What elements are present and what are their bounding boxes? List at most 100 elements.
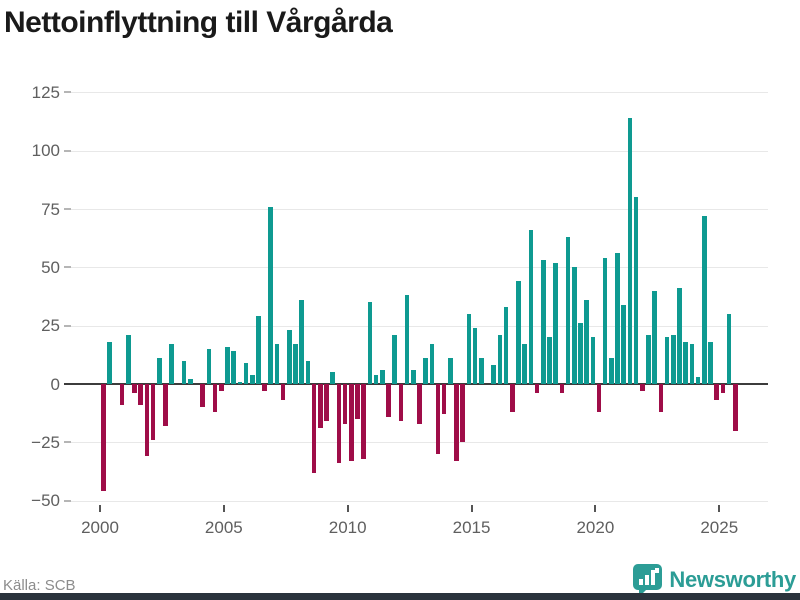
bar-2025Q3 — [732, 384, 738, 431]
bar-2004Q1 — [200, 384, 205, 408]
bar-2006Q2 — [256, 316, 261, 384]
bar-2011Q1 — [373, 374, 379, 384]
bar-2022Q1 — [646, 335, 651, 384]
bar-2018Q3 — [559, 384, 565, 394]
x-tick-2010 — [346, 505, 349, 512]
bar-2008Q2 — [305, 360, 311, 384]
bar-2020Q2 — [602, 258, 608, 384]
bar-2023Q4 — [689, 344, 695, 384]
bar-2001Q3 — [138, 384, 144, 405]
bar-2011Q2 — [379, 370, 385, 384]
bar-2017Q1 — [522, 344, 527, 384]
bar-2007Q3 — [287, 330, 292, 384]
bar-2006Q3 — [262, 384, 267, 391]
bar-2005Q1 — [225, 346, 230, 384]
bar-2020Q3 — [609, 358, 614, 384]
bar-2024Q2 — [701, 216, 707, 384]
chart-title: Nettoinflyttning till Vårgårda — [4, 6, 393, 39]
x-tick-2025 — [718, 505, 721, 512]
x-axis-label-2020: 2020 — [576, 518, 615, 537]
bar-2017Q4 — [540, 260, 546, 384]
bar-2022Q4 — [664, 337, 670, 384]
bar-2019Q1 — [571, 267, 577, 384]
newsworthy-brand-link[interactable]: Newsworthy — [633, 563, 796, 597]
y-axis-label--25: −25 — [31, 432, 60, 452]
bar-2018Q4 — [565, 237, 571, 384]
bar-2020Q1 — [596, 384, 602, 412]
bar-2007Q2 — [280, 384, 286, 401]
bar-2015Q1 — [472, 328, 478, 384]
bar-2017Q3 — [534, 384, 540, 394]
bar-2024Q3 — [708, 342, 713, 384]
y-axis-label-25: 25 — [41, 316, 60, 336]
y-axis-label-75: 75 — [41, 199, 60, 219]
bar-2008Q1 — [299, 300, 305, 384]
bar-2002Q3 — [163, 384, 168, 426]
y-axis-label-50: 50 — [41, 257, 60, 277]
bar-2009Q1 — [324, 384, 329, 422]
bar-2015Q4 — [491, 365, 497, 384]
gridline--25 — [70, 442, 768, 444]
bar-2004Q4 — [218, 384, 224, 391]
gridline-75 — [70, 209, 768, 210]
bar-2000Q4 — [119, 384, 125, 405]
bar-2021Q2 — [627, 118, 633, 384]
bar-2000Q1 — [101, 384, 106, 492]
gridline--50 — [70, 500, 768, 502]
bar-chart-pin-icon — [633, 563, 663, 597]
bar-2025Q2 — [726, 314, 732, 384]
bar-2003Q3 — [187, 379, 193, 384]
bar-2006Q4 — [268, 206, 274, 384]
bar-2021Q4 — [640, 384, 645, 391]
gridline-100 — [70, 150, 768, 152]
bar-2013Q3 — [435, 384, 441, 454]
bar-2019Q4 — [590, 337, 596, 384]
bar-2023Q2 — [677, 288, 682, 384]
bar-2016Q2 — [503, 307, 509, 384]
bar-2012Q2 — [404, 295, 410, 384]
bar-2011Q3 — [386, 384, 391, 417]
bar-2014Q3 — [460, 384, 466, 443]
bar-2012Q4 — [417, 384, 422, 424]
x-tick-2015 — [470, 505, 473, 512]
bar-2022Q3 — [658, 384, 664, 412]
bar-2000Q2 — [107, 342, 113, 384]
bar-2018Q2 — [553, 262, 558, 384]
gridline-125 — [70, 92, 768, 94]
bar-2009Q3 — [336, 384, 342, 464]
y-tick-50 — [64, 266, 71, 269]
bar-2014Q2 — [454, 384, 459, 461]
brand-name: Newsworthy — [669, 567, 796, 592]
y-axis-label-0: 0 — [50, 374, 60, 394]
bar-2010Q3 — [361, 384, 366, 459]
bar-2013Q2 — [429, 344, 435, 384]
bar-2001Q4 — [144, 384, 150, 457]
bar-2018Q1 — [547, 337, 552, 384]
y-axis-label-100: 100 — [31, 141, 60, 161]
gridline-25 — [70, 325, 768, 327]
bar-2015Q2 — [479, 358, 484, 384]
x-tick-2000 — [99, 505, 101, 512]
bar-2019Q2 — [578, 323, 583, 384]
zero-baseline — [64, 383, 768, 385]
y-axis-label-125: 125 — [31, 82, 60, 102]
bar-2023Q3 — [683, 342, 688, 384]
bar-2012Q3 — [410, 370, 416, 384]
bar-2008Q4 — [318, 384, 323, 429]
bar-2004Q2 — [206, 349, 212, 384]
bar-2005Q4 — [243, 363, 249, 384]
bar-2002Q4 — [169, 344, 174, 384]
y-tick-100 — [64, 149, 71, 152]
bar-2017Q2 — [528, 230, 534, 384]
bar-2005Q2 — [231, 351, 236, 384]
y-tick-25 — [64, 324, 71, 327]
x-axis-label-2005: 2005 — [204, 518, 243, 537]
bar-2009Q2 — [330, 372, 336, 384]
x-axis-label-2010: 2010 — [328, 518, 367, 537]
bar-2021Q1 — [621, 304, 627, 384]
bar-2010Q4 — [367, 302, 373, 384]
bar-2023Q1 — [671, 335, 676, 384]
bar-2024Q4 — [714, 384, 719, 401]
x-tick-2020 — [594, 505, 597, 512]
